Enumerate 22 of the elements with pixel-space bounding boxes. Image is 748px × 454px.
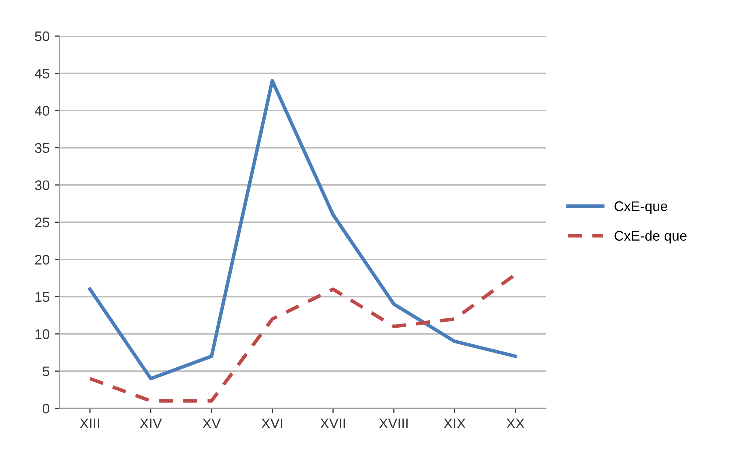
y-tick-label: 15 (36, 292, 50, 302)
x-tick-label: XIV (140, 418, 162, 428)
x-tick-label: XIII (80, 418, 100, 428)
y-tick-label: 45 (34, 69, 50, 79)
x-tick-label: XVI (262, 418, 282, 428)
y-tick-label: 35 (35, 143, 50, 154)
y-tick-label: 20 (35, 255, 50, 265)
x-tick-label: XX (506, 418, 525, 428)
y-tick-label: 10 (36, 329, 50, 340)
x-tick-label: XIX (444, 418, 466, 428)
x-tick-label: XVII (320, 418, 346, 428)
x-tick-label: XVIII (379, 418, 408, 428)
x-tick-label: XV (202, 418, 221, 428)
line-series (88, 79, 518, 381)
legend-label: CxE-de que (614, 230, 687, 244)
y-tick-label: 5 (42, 366, 50, 377)
legend-label: CxE-que (614, 202, 668, 214)
y-tick-label: 30 (35, 180, 50, 190)
y-tick-label: 25 (35, 218, 50, 228)
y-tick-label: 0 (42, 404, 50, 414)
y-tick-label: 50 (35, 32, 50, 42)
y-tick-label: 40 (34, 106, 50, 116)
